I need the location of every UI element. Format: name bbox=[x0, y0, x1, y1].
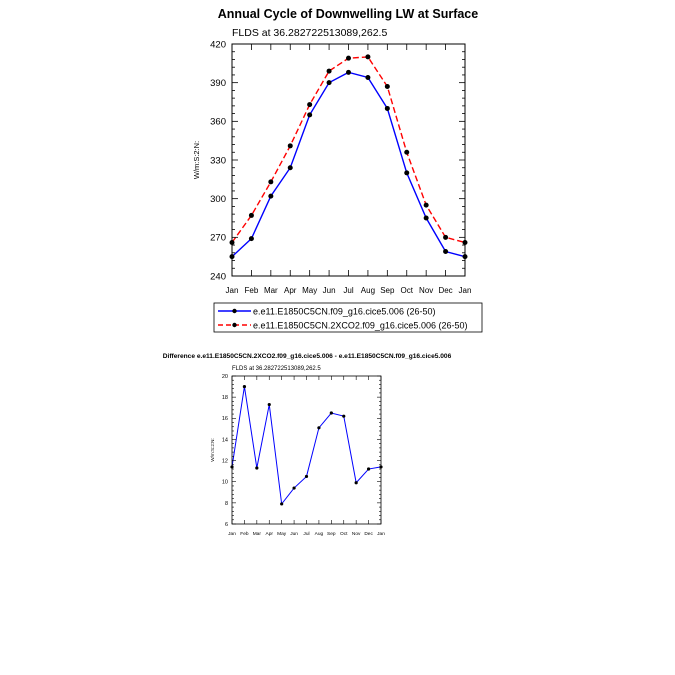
panel2-series-1-point bbox=[317, 426, 321, 430]
panel1-xtick-label: Feb bbox=[245, 286, 259, 295]
panel1-series-1-point bbox=[248, 236, 254, 242]
panel2-ytick-label: 6 bbox=[225, 522, 228, 528]
panel2-axes-layer: 6 8 10 12 14 16 18 20 Jan Feb Mar Apr May Jun Jul Aug Se… bbox=[222, 374, 385, 537]
panel1-ylabel: W/m:S:2:N: bbox=[192, 141, 201, 179]
panel1-series-layer bbox=[229, 54, 468, 260]
panel1-ytick-label: 420 bbox=[210, 39, 226, 50]
panel2-xtick-label: Sep bbox=[327, 531, 336, 537]
panel1-series-2-point bbox=[307, 102, 313, 108]
panel2-series-1-point bbox=[354, 481, 358, 485]
panel1-ytick-label: 390 bbox=[210, 78, 226, 89]
panel2-xtick-label: Nov bbox=[352, 531, 361, 537]
panel1-axes-layer: 240 270 300 330 360 390 420 Jan Feb Mar Apr May Jun J… bbox=[210, 39, 471, 295]
difference-panel: Difference e.e11.E1850C5CN.2XCO2.f09_g16… bbox=[163, 353, 452, 537]
panel1-ytick-label: 240 bbox=[210, 271, 226, 282]
panel2-subtitle: FLDS at 36.282722513089,262.5 bbox=[232, 366, 321, 372]
panel1-series-1-point bbox=[384, 105, 390, 111]
panel2-series-1-point bbox=[366, 467, 371, 471]
panel1-series-1-point bbox=[346, 69, 351, 75]
panel2-xtick-label: Jun bbox=[290, 531, 298, 537]
panel1-xtick-label: Jul bbox=[343, 286, 353, 295]
panel1-series-1-point bbox=[443, 249, 449, 255]
panel1-series-2-point bbox=[326, 68, 332, 74]
panel1-xtick-label: Dec bbox=[438, 286, 452, 295]
panel2-ytick-label: 18 bbox=[222, 395, 228, 401]
panel2-series-1-point bbox=[280, 502, 284, 506]
legend-label-control: e.e11.E1850C5CN.f09_g16.cice5.006 (26-50… bbox=[253, 307, 435, 317]
panel1-series-1-point bbox=[268, 193, 274, 199]
panel1-series-2-point bbox=[346, 55, 351, 61]
panel2-ytick-label: 8 bbox=[225, 501, 228, 507]
panel1-ytick-label: 330 bbox=[210, 155, 226, 166]
panel1-series-2-point bbox=[384, 84, 390, 90]
panel1-series-2-point bbox=[248, 212, 254, 218]
panel2-xtick-label: Apr bbox=[266, 531, 274, 537]
panel1-xtick-label: Oct bbox=[401, 286, 414, 295]
panel2-ytick-label: 20 bbox=[222, 374, 228, 380]
panel2-ytick-label: 16 bbox=[222, 416, 228, 422]
panel1-series-1-point bbox=[326, 80, 332, 86]
panel2-series-1-point bbox=[242, 384, 247, 389]
panel1-series-1-point bbox=[423, 215, 429, 221]
annual-cycle-panel: Annual Cycle of Downwelling LW at Surfac… bbox=[192, 7, 483, 333]
panel1-series-2-point bbox=[268, 179, 274, 185]
panel2-xtick-label: Dec bbox=[364, 531, 373, 537]
panel2-series-1-point bbox=[304, 474, 309, 479]
panel1-xtick-label: Jun bbox=[323, 286, 336, 295]
panel2-xtick-label: Aug bbox=[315, 531, 324, 537]
panel2-xtick-label: May bbox=[277, 531, 287, 537]
panel2-series-1-point bbox=[292, 486, 296, 490]
panel1-series-1-point bbox=[365, 75, 371, 81]
panel1-xtick-label: Aug bbox=[361, 286, 375, 295]
panel2-xtick-label: Jan bbox=[228, 531, 236, 537]
panel2-ytick-label: 14 bbox=[222, 437, 228, 443]
panel1-ytick-label: 360 bbox=[210, 117, 226, 128]
panel1-xtick-label: Sep bbox=[380, 286, 395, 295]
legend-entry-control: e.e11.E1850C5CN.f09_g16.cice5.006 (26-50… bbox=[218, 307, 435, 317]
panel2-xtick-label: Jul bbox=[303, 531, 309, 537]
panel1-series-1-point bbox=[404, 170, 410, 176]
panel2-xtick-label: Oct bbox=[340, 531, 348, 537]
panel1-xtick-label: Jan bbox=[226, 286, 239, 295]
panel1-subtitle: FLDS at 36.282722513089,262.5 bbox=[232, 27, 387, 39]
legend-marker-control bbox=[232, 308, 237, 314]
panel1-series-1-point bbox=[287, 165, 293, 171]
panel1-series-2-point bbox=[423, 202, 429, 208]
legend-box bbox=[213, 302, 483, 333]
panel1-series-2-point bbox=[287, 143, 293, 149]
panel1-series-1-point bbox=[307, 112, 313, 118]
panel2-ylabel: W/m:S:2:N: bbox=[210, 438, 215, 461]
panel1-xtick-label: Mar bbox=[264, 286, 278, 295]
legend-entry-2xco2: e.e11.E1850C5CN.2XCO2.f09_g16.cice5.006 … bbox=[218, 321, 467, 331]
panel1-xtick-label: Nov bbox=[419, 286, 433, 295]
panel2-ytick-label: 12 bbox=[222, 458, 228, 464]
panel1-series-2-point bbox=[404, 149, 410, 155]
panel2-title: Difference e.e11.E1850C5CN.2XCO2.f09_g16… bbox=[163, 353, 452, 360]
panel1-series-2-point bbox=[365, 54, 371, 60]
panel1-ytick-label: 300 bbox=[210, 194, 226, 205]
panel2-series-1-point bbox=[255, 466, 259, 470]
panel2-xtick-label: Feb bbox=[240, 531, 249, 537]
panel2-series-1-point bbox=[267, 402, 271, 407]
panel1-xtick-label: Jan bbox=[459, 286, 472, 295]
panel1-legend: e.e11.E1850C5CN.f09_g16.cice5.006 (26-50… bbox=[213, 302, 483, 333]
panel2-series-1-point bbox=[329, 411, 333, 415]
panel2-xtick-label: Mar bbox=[253, 531, 262, 537]
panel1-series-2-point bbox=[443, 234, 449, 240]
panel2-xtick-label: Jan bbox=[377, 531, 385, 537]
panel1-xtick-label: May bbox=[302, 286, 317, 295]
legend-marker-2xco2 bbox=[232, 322, 237, 328]
panel1-xtick-label: Apr bbox=[284, 286, 297, 295]
panel2-series-1-point bbox=[342, 414, 346, 418]
panel1-title: Annual Cycle of Downwelling LW at Surfac… bbox=[218, 7, 478, 21]
legend-label-2xco2: e.e11.E1850C5CN.2XCO2.f09_g16.cice5.006 … bbox=[253, 321, 467, 331]
panel2-ytick-label: 10 bbox=[222, 480, 228, 486]
panel1-ytick-label: 270 bbox=[210, 233, 226, 244]
